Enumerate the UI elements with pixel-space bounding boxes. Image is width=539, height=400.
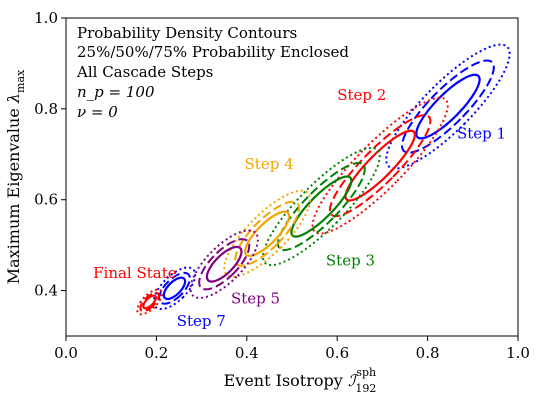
y-tick-label: 0.4	[34, 282, 58, 300]
contour-50pct	[234, 200, 301, 267]
step-label: Step 3	[326, 252, 375, 270]
contour-75pct	[311, 96, 449, 235]
contour-25pct	[142, 294, 158, 310]
contour-50pct	[158, 271, 191, 305]
step-label: Step 5	[231, 289, 280, 307]
step-labels: Step 1 Step 2 Step 3 Step 4 Step 5 Step 7 Fina…	[93, 86, 506, 330]
contour-50pct	[328, 114, 432, 218]
plot-frame	[65, 17, 519, 337]
contour-25pct	[244, 210, 291, 257]
contour-75pct	[152, 266, 197, 311]
step-label: Step 1	[457, 124, 506, 142]
contour-group-step-3	[262, 146, 381, 267]
y-tick-label: 1.0	[34, 9, 58, 27]
contour-group-final-state	[136, 288, 163, 316]
contour-group-step-2	[311, 96, 449, 235]
x-axis-label: Event Isotropy ℐ192sph	[224, 366, 377, 395]
info-steps: All Cascade Steps	[76, 63, 213, 81]
contour-75pct	[223, 189, 312, 278]
y-tick-label: 0.8	[34, 100, 58, 118]
info-levels: 25%/50%/75% Probability Enclosed	[77, 43, 349, 61]
info-np: n_p = 100	[77, 83, 155, 101]
y-tick-label: 0.6	[34, 191, 58, 209]
x-tick-label: 0.8	[416, 344, 440, 362]
info-nu: ν = 0	[77, 103, 118, 121]
x-tick-label: 1.0	[506, 344, 530, 362]
step-label: Step 7	[177, 312, 226, 330]
x-axis: 0.0 0.2 0.4 0.6 0.8 1.0	[54, 336, 530, 362]
x-tick-label: 0.0	[54, 344, 78, 362]
contour-50pct	[276, 161, 366, 252]
contour-25pct	[205, 245, 243, 283]
x-tick-label: 0.2	[144, 344, 168, 362]
contour-75pct	[136, 288, 163, 316]
contour-50pct	[139, 291, 160, 313]
contour-group-step-7	[152, 266, 197, 311]
contour-75pct	[385, 43, 511, 170]
contour-25pct	[344, 129, 416, 202]
step-label: Final State	[93, 264, 177, 282]
step-label: Step 4	[245, 155, 294, 173]
step-label: Step 2	[337, 86, 386, 104]
y-axis: 0.4 0.6 0.8 1.0	[34, 9, 66, 300]
info-box: Probability Density Contours 25%/50%/75%…	[76, 24, 349, 121]
contour-25pct	[162, 276, 187, 301]
contour-75pct	[262, 146, 381, 267]
x-tick-label: 0.6	[325, 344, 349, 362]
contour-50pct	[198, 238, 251, 291]
contour-50pct	[401, 59, 495, 154]
info-title: Probability Density Contours	[77, 24, 297, 42]
x-tick-label: 0.4	[235, 344, 259, 362]
y-axis-label: Maximum Eigenvalue λmax	[4, 69, 27, 284]
contour-25pct	[290, 175, 353, 238]
